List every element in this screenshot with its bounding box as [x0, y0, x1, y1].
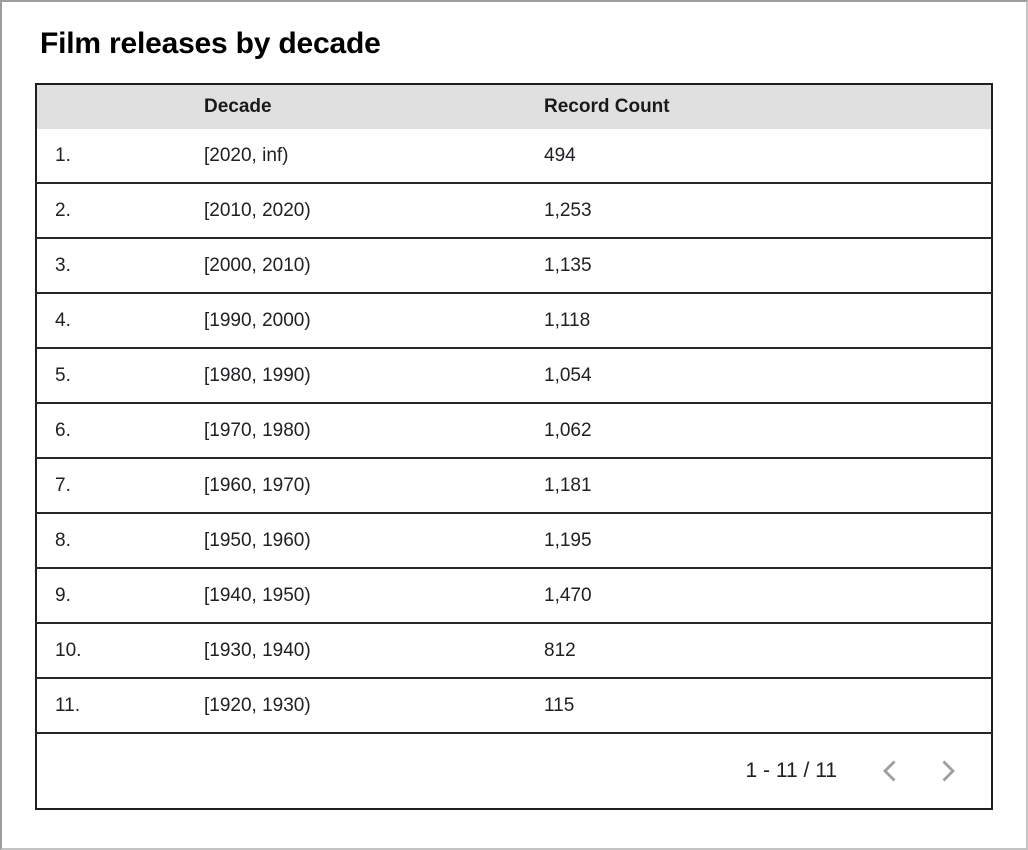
page-title: Film releases by decade: [40, 27, 381, 60]
decade-cell: [1920, 1930): [204, 678, 544, 734]
pagination-next-button[interactable]: [935, 757, 961, 785]
chevron-left-icon: [883, 760, 896, 782]
decade-cell: [1930, 1940): [204, 623, 544, 679]
row-number: 11.: [36, 678, 204, 734]
row-number: 4.: [36, 293, 204, 349]
row-number: 9.: [36, 568, 204, 624]
row-number: 2.: [36, 183, 204, 239]
decade-cell: [1960, 1970): [204, 458, 544, 514]
record-count-cell: 115: [544, 678, 992, 734]
record-count-cell: 812: [544, 623, 992, 679]
decade-cell: [1940, 1950): [204, 568, 544, 624]
data-table: Decade Record Count 1. [2020, inf) 494 2…: [35, 83, 993, 810]
record-count-cell: 1,253: [544, 183, 992, 239]
table-row: 2. [2010, 2020) 1,253: [36, 183, 992, 239]
record-count-cell: 1,054: [544, 348, 992, 404]
table-chart: Decade Record Count 1. [2020, inf) 494 2…: [35, 83, 993, 810]
table-footer-row: 1 - 11 / 11: [36, 733, 992, 809]
chevron-right-icon: [942, 760, 955, 782]
table-row: 8. [1950, 1960) 1,195: [36, 513, 992, 569]
pagination-range: 1 - 11 / 11: [745, 759, 837, 782]
record-count-cell: 1,181: [544, 458, 992, 514]
decade-cell: [1970, 1980): [204, 403, 544, 459]
header-record-count[interactable]: Record Count: [544, 84, 992, 129]
table-row: 3. [2000, 2010) 1,135: [36, 238, 992, 294]
decade-cell: [1990, 2000): [204, 293, 544, 349]
pagination: 1 - 11 / 11: [37, 757, 991, 785]
table-row: 5. [1980, 1990) 1,054: [36, 348, 992, 404]
decade-cell: [2010, 2020): [204, 183, 544, 239]
table-row: 10. [1930, 1940) 812: [36, 623, 992, 679]
table-row: 7. [1960, 1970) 1,181: [36, 458, 992, 514]
record-count-cell: 1,062: [544, 403, 992, 459]
row-number: 6.: [36, 403, 204, 459]
header-decade[interactable]: Decade: [204, 84, 544, 129]
table-row: 9. [1940, 1950) 1,470: [36, 568, 992, 624]
table-row: 4. [1990, 2000) 1,118: [36, 293, 992, 349]
decade-cell: [2020, inf): [204, 129, 544, 184]
row-number: 10.: [36, 623, 204, 679]
record-count-cell: 1,195: [544, 513, 992, 569]
decade-cell: [1980, 1990): [204, 348, 544, 404]
table-row: 11. [1920, 1930) 115: [36, 678, 992, 734]
record-count-cell: 1,135: [544, 238, 992, 294]
row-number: 5.: [36, 348, 204, 404]
row-number: 7.: [36, 458, 204, 514]
row-number: 3.: [36, 238, 204, 294]
record-count-cell: 1,470: [544, 568, 992, 624]
decade-cell: [1950, 1960): [204, 513, 544, 569]
record-count-cell: 494: [544, 129, 992, 184]
decade-cell: [2000, 2010): [204, 238, 544, 294]
pagination-prev-button[interactable]: [877, 757, 903, 785]
table-row: 6. [1970, 1980) 1,062: [36, 403, 992, 459]
row-number: 8.: [36, 513, 204, 569]
table-row: 1. [2020, inf) 494: [36, 129, 992, 184]
table-header-row: Decade Record Count: [36, 84, 992, 129]
row-number: 1.: [36, 129, 204, 184]
record-count-cell: 1,118: [544, 293, 992, 349]
header-row-number: [36, 84, 204, 129]
